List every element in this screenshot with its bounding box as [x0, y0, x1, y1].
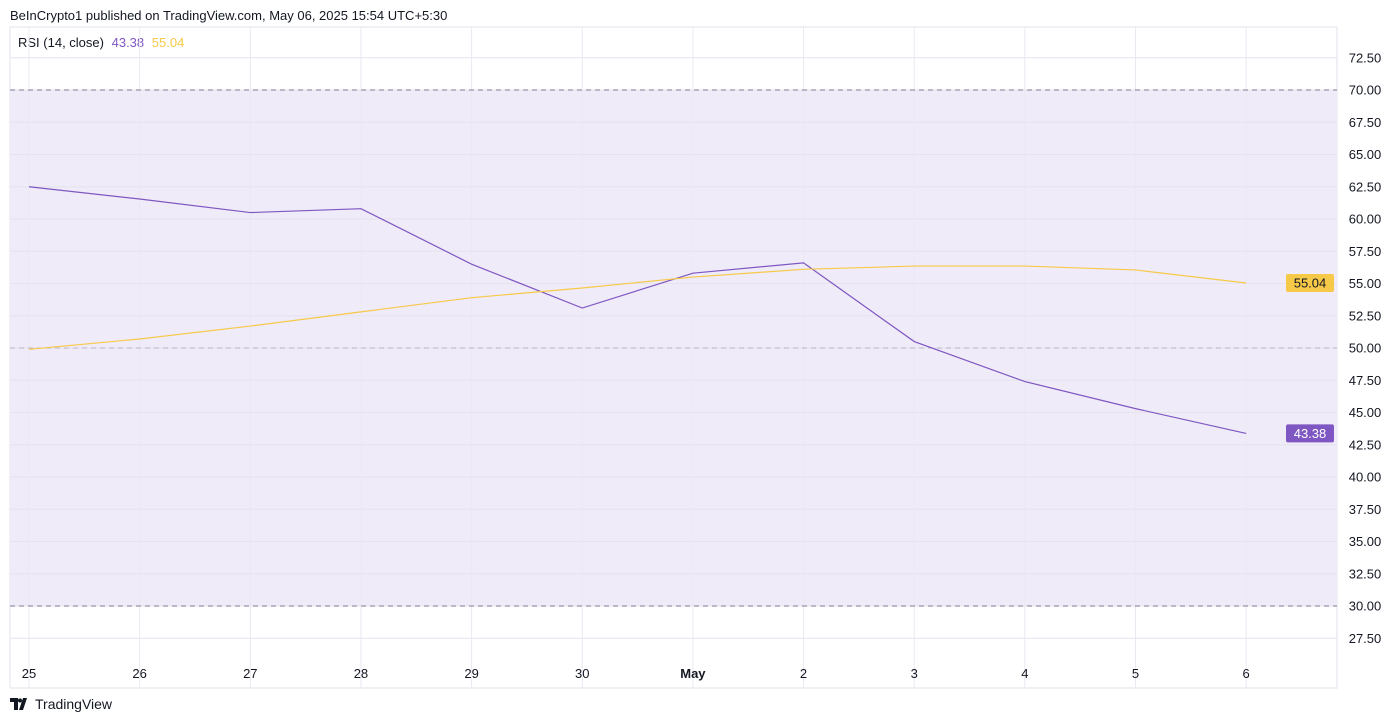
- rsi-line: [28, 186, 1247, 434]
- x-tick-label: 3: [911, 666, 918, 681]
- y-tick-label: 60.00: [1349, 212, 1382, 227]
- x-tick-label: May: [680, 666, 706, 681]
- ma-line: [28, 265, 1247, 350]
- y-tick-label: 50.00: [1349, 341, 1382, 356]
- x-tick-label: 27: [243, 666, 257, 681]
- y-tick-label: 67.50: [1349, 115, 1382, 130]
- y-tick-label: 47.50: [1349, 373, 1382, 388]
- y-tick-label: 62.50: [1349, 179, 1382, 194]
- y-tick-label: 27.50: [1349, 631, 1382, 646]
- y-tick-label: 40.00: [1349, 470, 1382, 485]
- y-tick-label: 55.00: [1349, 276, 1382, 291]
- x-tick-label: 28: [354, 666, 368, 681]
- y-tick-label: 30.00: [1349, 599, 1382, 614]
- ma-value: 55.04: [151, 35, 185, 50]
- x-tick-label: 25: [22, 666, 36, 681]
- ma-last-value-label: 55.04: [1294, 275, 1327, 290]
- rsi-last-value-label: 43.38: [1294, 426, 1327, 441]
- indicator-legend: RSI (14, close) 43.38 55.04: [18, 35, 188, 50]
- footer-brand: TradingView: [10, 696, 112, 712]
- publish-info: BeInCrypto1 published on TradingView.com…: [10, 8, 448, 23]
- y-tick-label: 52.50: [1349, 308, 1382, 323]
- y-tick-label: 70.00: [1349, 83, 1382, 98]
- x-tick-label: 26: [132, 666, 146, 681]
- x-tick-label: 5: [1132, 666, 1139, 681]
- x-tick-label: 2: [800, 666, 807, 681]
- y-tick-label: 37.50: [1349, 502, 1382, 517]
- x-tick-label: 6: [1243, 666, 1250, 681]
- rsi-last-value-bg: [1286, 424, 1334, 443]
- y-tick-label: 35.00: [1349, 534, 1382, 549]
- rsi-value: 43.38: [111, 35, 145, 50]
- x-tick-label: 29: [464, 666, 478, 681]
- y-tick-label: 45.00: [1349, 405, 1382, 420]
- y-tick-label: 42.50: [1349, 437, 1382, 452]
- y-tick-label: 57.50: [1349, 244, 1382, 259]
- tradingview-logo-icon: [10, 698, 27, 710]
- y-tick-label: 72.50: [1349, 50, 1382, 65]
- x-tick-label: 4: [1021, 666, 1028, 681]
- x-tick-label: 30: [575, 666, 589, 681]
- indicator-name: RSI (14, close): [18, 35, 104, 50]
- ma-last-value-bg: [1286, 273, 1334, 292]
- y-tick-label: 32.50: [1349, 566, 1382, 581]
- brand-name: TradingView: [35, 696, 113, 712]
- y-tick-label: 65.00: [1349, 147, 1382, 162]
